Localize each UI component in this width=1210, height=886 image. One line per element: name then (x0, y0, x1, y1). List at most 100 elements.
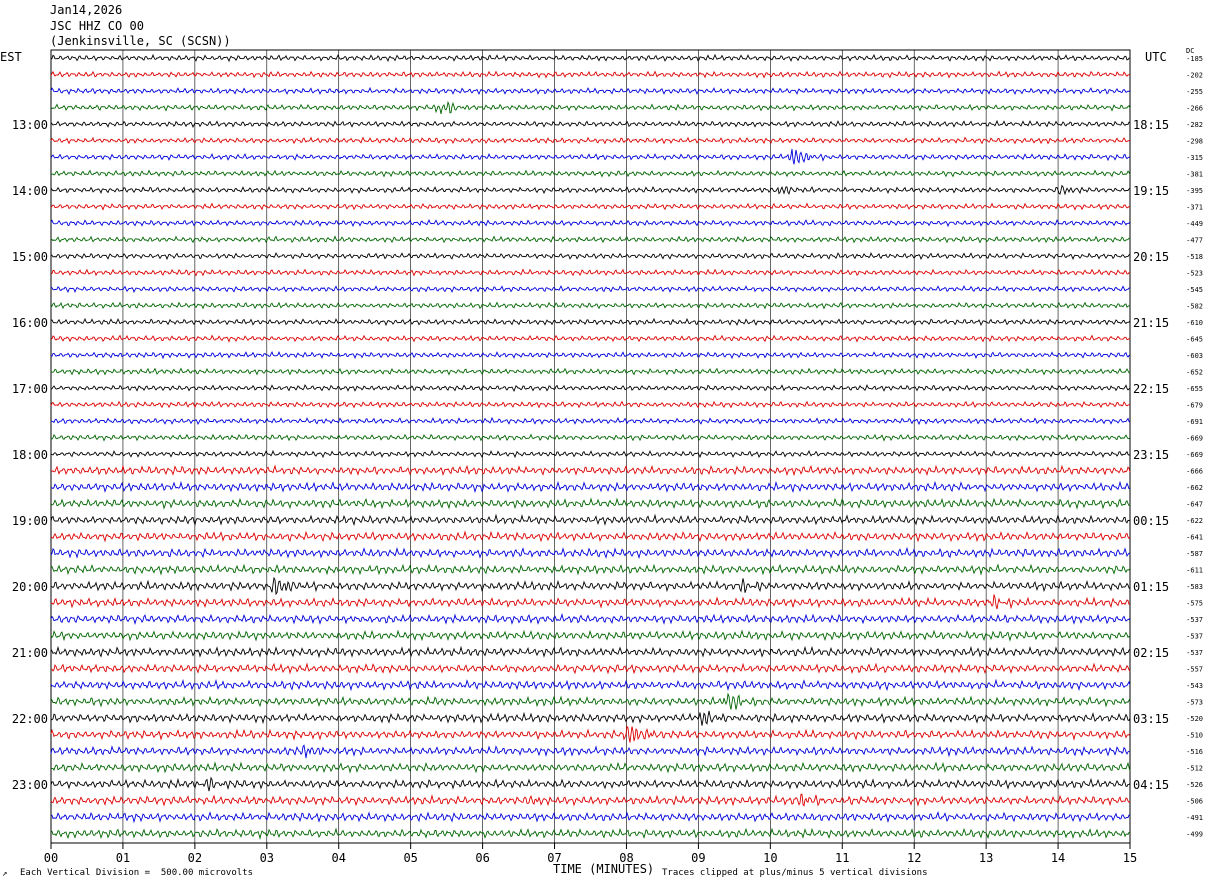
seismic-trace (50, 530, 1131, 543)
dc-offset-label: -491 (1186, 814, 1203, 822)
seismic-trace (50, 416, 1131, 426)
dc-offset-label: -185 (1186, 55, 1203, 63)
dc-offset-label: -645 (1186, 336, 1203, 344)
x-tick-label: 09 (691, 851, 705, 865)
seismic-trace (50, 384, 1131, 392)
right-hour-label: 00:15 (1133, 514, 1169, 528)
dc-offset-label: -545 (1186, 286, 1203, 294)
seismic-trace (50, 449, 1131, 459)
dc-offset-label: -583 (1186, 583, 1203, 591)
seismic-trace (50, 202, 1131, 211)
dc-offset-label: -537 (1186, 616, 1203, 624)
dc-offset-label: -371 (1186, 204, 1203, 212)
dc-offset-label: -666 (1186, 468, 1203, 476)
seismic-trace (50, 235, 1131, 244)
left-timezone-label: EST (0, 50, 22, 64)
seismic-trace (50, 710, 1131, 726)
dc-offset-label: -655 (1186, 385, 1203, 393)
seismic-trace (50, 744, 1131, 759)
seismic-trace (50, 86, 1131, 96)
dc-offset-label: -298 (1186, 138, 1203, 146)
seismic-trace (50, 827, 1131, 840)
seismic-trace (51, 662, 1131, 675)
dc-label: DC (1186, 47, 1195, 55)
left-hour-label: 14:00 (12, 184, 48, 198)
dc-offset-label: -647 (1186, 501, 1203, 509)
clipping-note: Traces clipped at plus/minus 5 vertical … (662, 868, 928, 878)
dc-offset-label: -395 (1186, 187, 1203, 195)
seismic-trace (50, 136, 1131, 145)
seismic-trace (50, 692, 1131, 710)
seismic-trace (50, 119, 1131, 128)
seismic-trace (50, 480, 1131, 494)
dc-offset-label: -641 (1186, 534, 1203, 542)
left-hour-label: 22:00 (12, 712, 48, 726)
dc-offset-label: -315 (1186, 154, 1203, 162)
seismic-trace (50, 678, 1131, 692)
seismic-trace (50, 351, 1131, 360)
x-tick-label: 00 (44, 851, 58, 865)
seismic-trace (50, 793, 1131, 807)
seismic-trace (50, 367, 1131, 376)
dc-offset-label: -449 (1186, 220, 1203, 228)
seismic-trace (50, 811, 1131, 824)
seismic-trace (50, 576, 1131, 596)
dc-offset-label: -691 (1186, 418, 1203, 426)
left-hour-label: 15:00 (12, 250, 48, 264)
x-tick-label: 08 (619, 851, 633, 865)
seismic-trace (50, 184, 1131, 196)
dc-offset-label: -543 (1186, 682, 1203, 690)
seismic-trace (50, 497, 1131, 510)
dc-offset-label: -499 (1186, 831, 1203, 839)
x-tick-label: 05 (403, 851, 417, 865)
right-hour-label: 03:15 (1133, 712, 1169, 726)
left-hour-label: 13:00 (12, 118, 48, 132)
seismic-trace (50, 70, 1131, 79)
right-hour-label: 01:15 (1133, 580, 1169, 594)
left-hour-label: 20:00 (12, 580, 48, 594)
right-timezone-label: UTC (1145, 50, 1167, 64)
seismic-trace (50, 761, 1131, 774)
right-hour-label: 02:15 (1133, 646, 1169, 660)
right-hour-label: 04:15 (1133, 778, 1169, 792)
date-label: Jan14,2026 (50, 3, 123, 17)
seismic-trace (50, 317, 1131, 327)
dc-offset-label: -520 (1186, 715, 1203, 723)
x-tick-label: 01 (116, 851, 130, 865)
right-hour-label: 19:15 (1133, 184, 1169, 198)
x-tick-label: 07 (547, 851, 561, 865)
seismic-trace (50, 100, 1131, 114)
seismic-trace (50, 629, 1131, 642)
corner-arrow-icon: ↗ (2, 869, 8, 879)
seismic-trace (50, 645, 1131, 659)
x-tick-label: 02 (188, 851, 202, 865)
x-tick-label: 04 (332, 851, 346, 865)
seismic-trace (50, 334, 1130, 343)
dc-offset-label: -575 (1186, 600, 1203, 608)
dc-offset-label: -537 (1186, 633, 1203, 641)
x-tick-label: 15 (1123, 851, 1137, 865)
plot-frame (50, 49, 1131, 844)
seismic-trace (50, 252, 1131, 261)
right-hour-label: 21:15 (1133, 316, 1169, 330)
dc-offset-label: -573 (1186, 699, 1203, 707)
dc-offset-label: -523 (1186, 270, 1203, 278)
dc-offset-label: -669 (1186, 435, 1203, 443)
seismic-trace (50, 725, 1131, 743)
left-hour-label: 23:00 (12, 778, 48, 792)
dc-offset-label: -610 (1186, 319, 1203, 327)
x-tick-label: 10 (763, 851, 777, 865)
seismic-trace (50, 594, 1131, 610)
left-hour-label: 17:00 (12, 382, 48, 396)
x-tick-label: 11 (835, 851, 849, 865)
station-label: JSC HHZ CO 00 (50, 19, 144, 33)
dc-offset-label: -202 (1186, 72, 1203, 80)
left-hour-label: 18:00 (12, 448, 48, 462)
right-hour-label: 23:15 (1133, 448, 1169, 462)
seismic-trace (50, 53, 1130, 63)
dc-offset-label: -518 (1186, 253, 1203, 261)
dc-offset-label: -662 (1186, 484, 1203, 492)
seismic-trace (50, 563, 1131, 576)
dc-offset-label: -516 (1186, 748, 1203, 756)
